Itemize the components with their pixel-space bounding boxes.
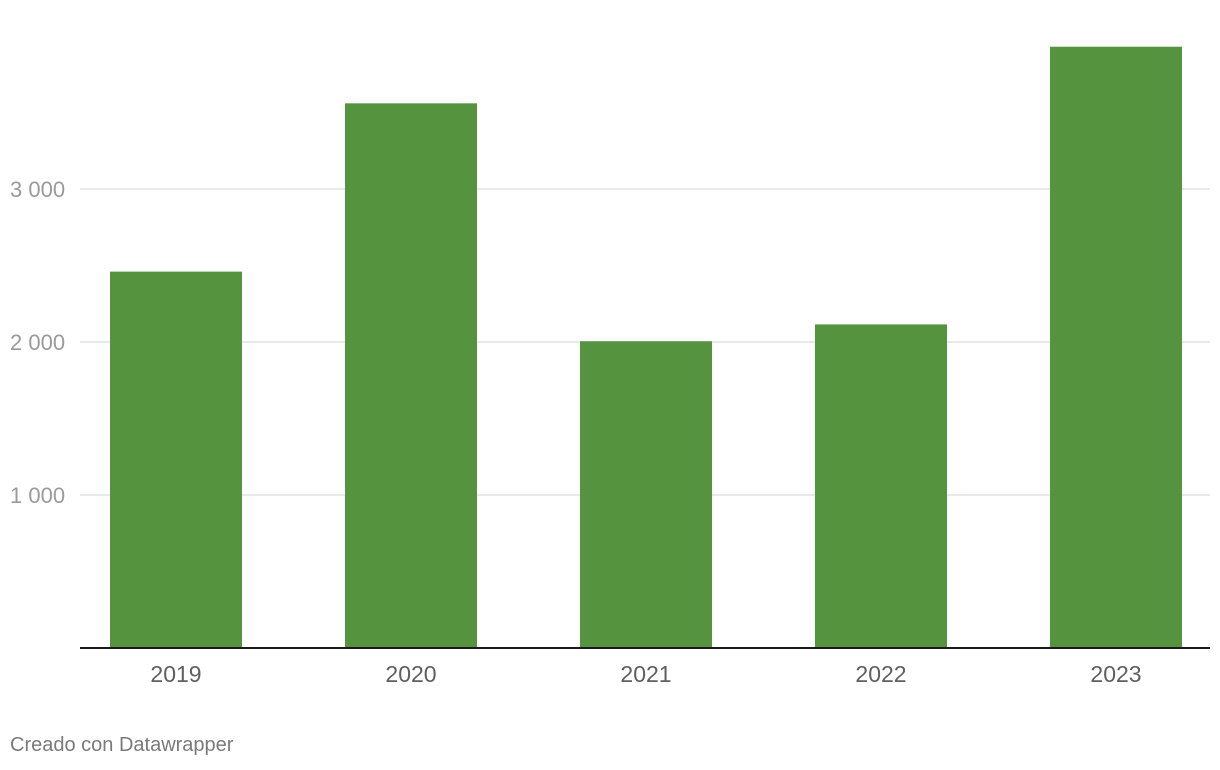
x-tick-label: 2019 [150, 661, 201, 687]
bar-2022 [815, 324, 947, 648]
y-tick-label: 2 000 [10, 330, 65, 355]
y-tick-label: 1 000 [10, 483, 65, 508]
bar-chart: 1 000 2 000 3 000 2019 2020 2021 2022 2023 [10, 46, 1210, 687]
x-axis-labels: 2019 2020 2021 2022 2023 [150, 661, 1141, 687]
bar-2023 [1050, 46, 1182, 648]
bar-2020 [345, 103, 477, 648]
y-axis-labels: 1 000 2 000 3 000 [10, 177, 65, 508]
y-tick-label: 3 000 [10, 177, 65, 202]
bars [110, 46, 1182, 648]
bar-2019 [110, 271, 242, 648]
x-tick-label: 2023 [1090, 661, 1141, 687]
x-tick-label: 2022 [855, 661, 906, 687]
x-tick-label: 2020 [385, 661, 436, 687]
x-tick-label: 2021 [620, 661, 671, 687]
bar-2021 [580, 341, 712, 648]
credit-footer: Creado con Datawrapper [10, 734, 234, 756]
